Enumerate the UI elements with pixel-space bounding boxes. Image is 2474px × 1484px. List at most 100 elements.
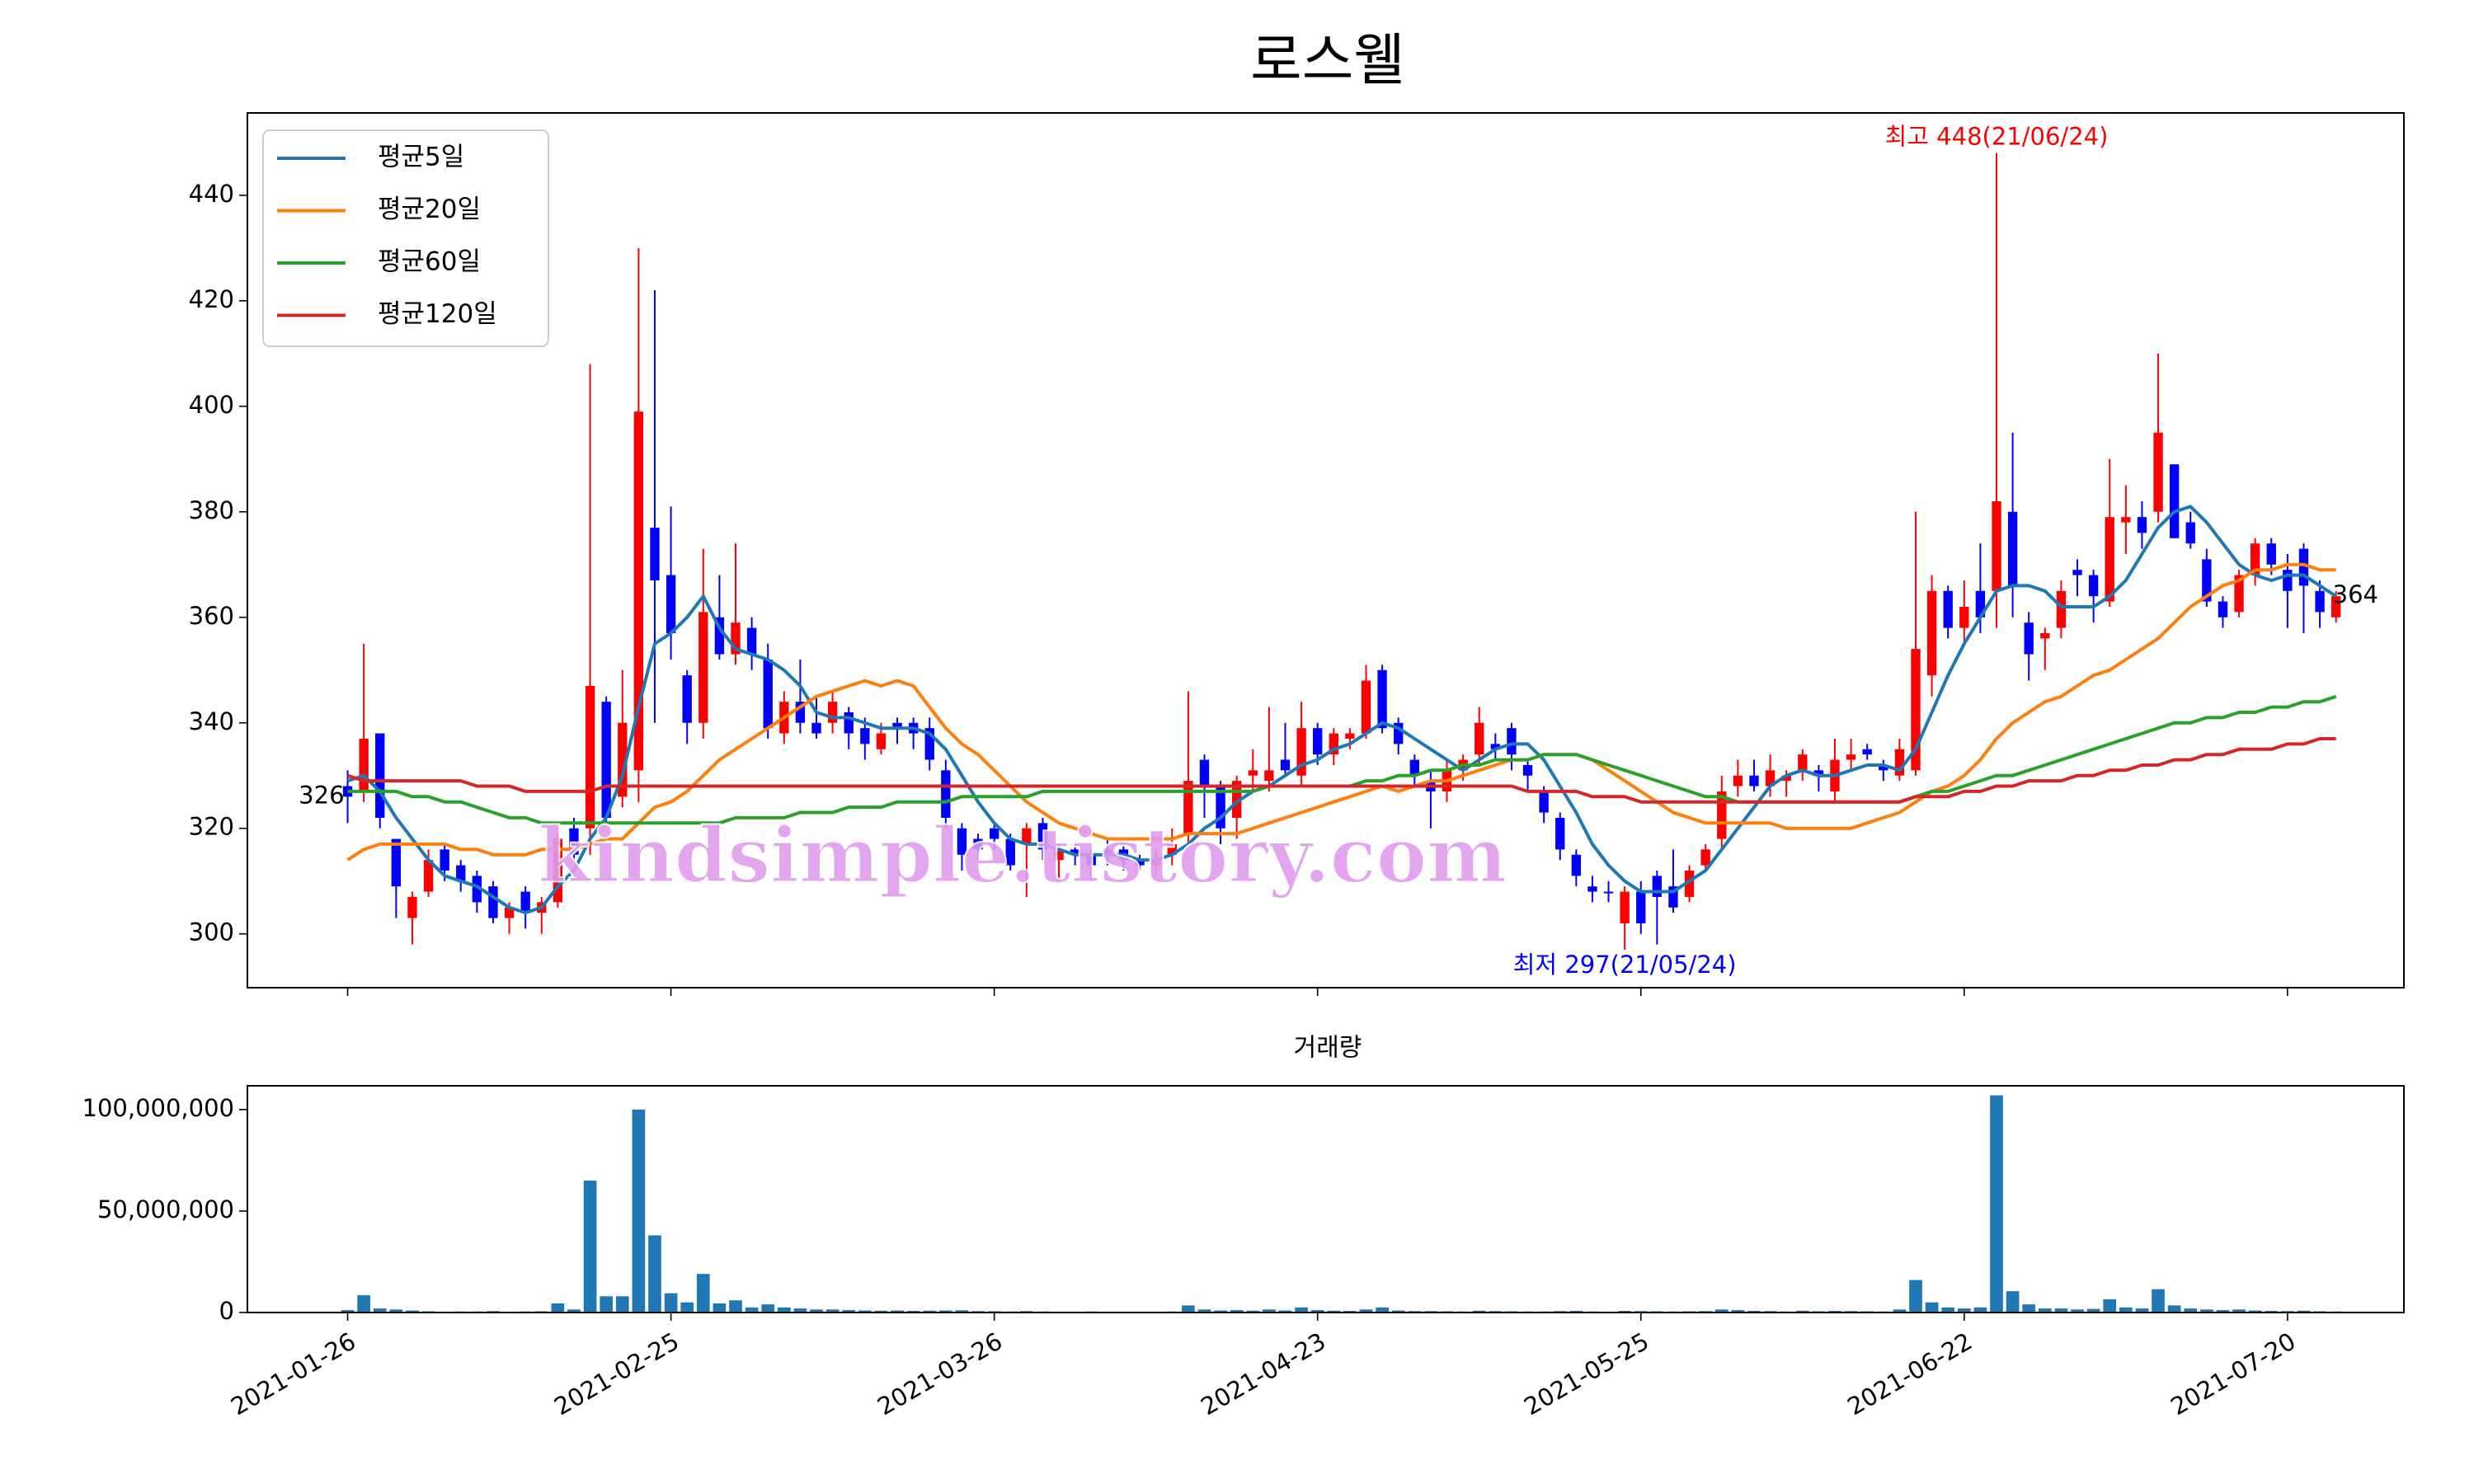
candle-body <box>1070 849 1080 855</box>
volume-bar <box>1214 1310 1227 1313</box>
volume-bar <box>729 1300 742 1313</box>
candle-body <box>1022 828 1032 844</box>
volume-bar <box>680 1302 694 1313</box>
y-tick-label: 360 <box>189 602 234 630</box>
candle-body <box>1813 770 1824 776</box>
volume-bar <box>938 1310 952 1313</box>
candle-body <box>827 702 838 723</box>
volume-bar <box>1230 1310 1244 1313</box>
volume-bar <box>664 1293 678 1313</box>
candle-body <box>472 876 482 903</box>
y-tick-label: 50,000,000 <box>97 1195 234 1223</box>
volume-bar <box>1925 1302 1939 1313</box>
close-label: 364 <box>2333 580 2378 608</box>
candle-body <box>1522 764 1533 776</box>
volume-bar <box>1472 1310 1486 1313</box>
candle-body <box>569 828 579 855</box>
candle-body <box>941 770 951 818</box>
volume-bar <box>1263 1309 1276 1313</box>
candle-body <box>423 860 434 892</box>
candle-body <box>1183 781 1193 834</box>
candle-body <box>440 849 449 871</box>
candle-body <box>633 411 644 771</box>
candle-body <box>391 838 402 887</box>
volume-bar <box>2248 1310 2262 1313</box>
candle-body <box>2202 559 2212 602</box>
legend-label: 평균60일 <box>378 247 481 277</box>
candle-body <box>1361 680 1371 734</box>
candle-body <box>1232 781 1242 818</box>
candle-body <box>407 896 417 918</box>
volume-bar <box>632 1109 646 1313</box>
candle-body <box>1620 891 1630 923</box>
volume-bar <box>2167 1305 2181 1313</box>
candle-body <box>1700 849 1710 866</box>
volume-bar <box>2103 1298 2117 1313</box>
candle-body <box>892 722 902 729</box>
candle-body <box>359 738 369 791</box>
candle-body <box>1911 649 1921 771</box>
candle-body <box>375 733 385 818</box>
candle-body <box>924 728 934 760</box>
candle-body <box>2121 517 2131 523</box>
candle-body <box>811 722 821 734</box>
candle-body <box>1943 590 1953 628</box>
candle-body <box>2007 511 2018 586</box>
candle-body <box>698 612 708 723</box>
candle-body <box>2024 622 2034 655</box>
plot-layer: 300 320 340 360 380 400 420 440 326 364 최고 448(21/… <box>82 123 2379 1421</box>
volume-bar <box>2232 1309 2246 1313</box>
min-annotation: 최저 297(21/05/24) <box>1513 951 1737 979</box>
candle-body <box>2218 601 2228 618</box>
candle-body <box>1539 791 1549 813</box>
candle-body <box>1733 775 1743 787</box>
volume-bar <box>2086 1308 2100 1313</box>
candle-body <box>844 711 854 734</box>
candle-body <box>1587 886 1597 892</box>
candle-body <box>1926 590 1937 676</box>
candle-body <box>2185 522 2195 544</box>
volume-bar <box>1310 1310 1324 1313</box>
candle-body <box>1037 823 1048 850</box>
candle-body <box>2234 575 2244 613</box>
price-axes-frame <box>247 112 2405 989</box>
candle-body <box>1555 817 1565 850</box>
ma-line <box>346 505 2337 915</box>
candle-body <box>2169 464 2180 538</box>
legend-label: 평균5일 <box>378 143 464 172</box>
volume-bar <box>1973 1307 1987 1313</box>
volume-bar <box>1714 1309 1729 1313</box>
candle-body <box>456 865 466 881</box>
volume-bar <box>1795 1310 1809 1313</box>
candle-body <box>1199 759 1210 787</box>
volume-bar <box>891 1310 904 1313</box>
volume-bar <box>2184 1308 2198 1313</box>
volume-bar <box>858 1310 872 1313</box>
candle-body <box>2331 596 2341 618</box>
volume-bar <box>2216 1310 2230 1313</box>
volume-bar <box>2135 1308 2149 1313</box>
candle-body <box>488 886 498 918</box>
candle-body <box>714 617 725 655</box>
candle-body <box>1313 728 1323 755</box>
candle-body <box>2088 575 2099 597</box>
candle-body <box>1103 849 1112 855</box>
candle-body <box>763 659 773 729</box>
volume-bar <box>1893 1309 1907 1313</box>
max-annotation: 최고 448(21/06/24) <box>1885 123 2109 151</box>
candle-body <box>1959 606 1969 628</box>
candle-body <box>1345 733 1355 739</box>
volume-bar <box>1957 1308 1971 1313</box>
candle-body <box>2153 432 2163 512</box>
candle-body <box>2283 570 2293 591</box>
candle-body <box>2137 517 2147 533</box>
candle-body <box>989 828 999 839</box>
volume-bar <box>2119 1307 2133 1313</box>
volume-bar <box>1295 1307 1308 1313</box>
candle-body <box>1377 669 1387 729</box>
candle-body <box>1717 791 1727 839</box>
y-tick-label: 340 <box>189 707 234 735</box>
candle-body <box>1280 759 1291 771</box>
candle-body <box>1329 733 1338 755</box>
candle-body <box>1054 849 1064 861</box>
